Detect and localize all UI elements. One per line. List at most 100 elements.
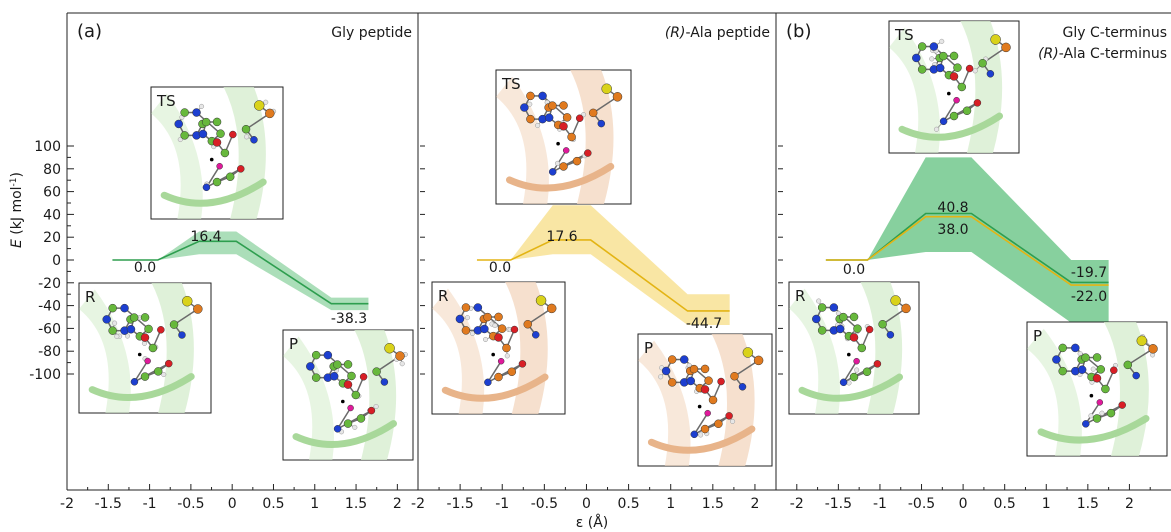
atom [178,331,186,339]
protein-ribbon [496,76,549,204]
atom [384,342,395,354]
atom [497,357,505,365]
atom [853,357,860,365]
chart-panel-2: -2 -1.5 -1 -0.5 0 0.5 1 1.5 2 (R)-Ala peptide [411,25,770,512]
radical-dot [137,352,142,357]
legend-entry-main: -Ala C-terminus [1059,46,1167,62]
atom [473,303,483,312]
hydrogen-atom [1088,413,1094,419]
hydrogen-atom [482,336,489,343]
radical-dot [847,352,851,357]
atom [108,326,117,335]
atom [347,371,356,381]
radical-dot [697,404,702,409]
inset-label: TS [894,26,914,44]
hydrogen-atom [198,103,205,109]
atom [343,380,353,389]
atom [169,320,179,329]
inset-label: R [438,287,448,305]
atom [225,172,235,182]
atom [461,326,471,335]
atom [597,119,606,128]
atom [873,360,882,368]
energy-value-label: 0.0 [489,260,511,276]
bond [842,360,858,383]
atom [1052,355,1061,364]
atom [329,372,339,381]
atom [965,64,974,73]
atom [126,325,136,334]
atom [812,314,821,324]
atom [180,131,189,140]
atom [518,360,527,368]
atom [862,367,872,377]
atom [753,355,764,366]
atom [311,350,321,360]
atom [523,319,533,329]
y-tick-label: 100 [34,139,61,155]
atom [1106,408,1116,418]
atom [1148,344,1158,354]
atom [144,324,153,334]
hydrogen-atom [263,99,269,105]
atom [237,165,245,173]
x-tick-label: -2 [60,496,74,512]
x-tick-label: -1.5 [446,496,473,512]
inset-label: P [644,339,653,357]
atom [129,313,139,322]
y-tick-label: -40 [38,299,61,315]
structure-inset-ts: TS [495,69,632,205]
legend-entry: (R)-Ala C-terminus [1038,46,1167,62]
atom [548,101,557,110]
atom [857,343,867,353]
atom [817,303,827,312]
x-tick-label: -1.5 [95,496,122,512]
x-tick-label: 0.5 [994,496,1016,512]
atom [839,378,848,387]
atom [140,333,150,342]
atom [700,364,710,374]
atom [359,373,368,381]
y-tick-label: 40 [43,207,61,223]
x-tick-label: 0.5 [617,496,639,512]
atom [181,295,193,307]
atom [483,312,492,322]
atom [917,65,927,74]
x-tick-label: -1.5 [825,496,852,512]
protein-ribbon [889,27,940,154]
atom [1136,335,1148,347]
bond [336,407,352,430]
hydrogen-atom [177,136,183,143]
atom [520,103,529,112]
bond [1085,401,1101,425]
atom [1071,343,1080,353]
atom [372,367,381,376]
atom [216,129,225,138]
atom [717,377,725,386]
atom [1123,360,1133,370]
atom [356,414,366,423]
atom [562,113,572,122]
energy-profile-line [112,240,369,305]
atom [367,406,376,415]
protein-ribbon [283,336,334,460]
hydrogen-atom [244,134,250,140]
atom [562,147,570,154]
atom [153,367,163,376]
radical-dot [341,399,345,404]
bond [337,409,372,430]
bond [693,415,730,435]
atom [835,324,845,334]
atom [455,314,465,324]
atom [957,82,967,92]
bond [552,152,589,173]
hydrogen-atom [1099,410,1105,416]
atom [1096,399,1104,406]
energy-profile-line [825,215,1109,286]
atom [1082,420,1090,428]
x-tick-label: -1 [495,496,509,512]
atom [497,324,507,333]
atom [601,83,612,95]
atom [978,58,987,68]
atom [347,404,354,412]
